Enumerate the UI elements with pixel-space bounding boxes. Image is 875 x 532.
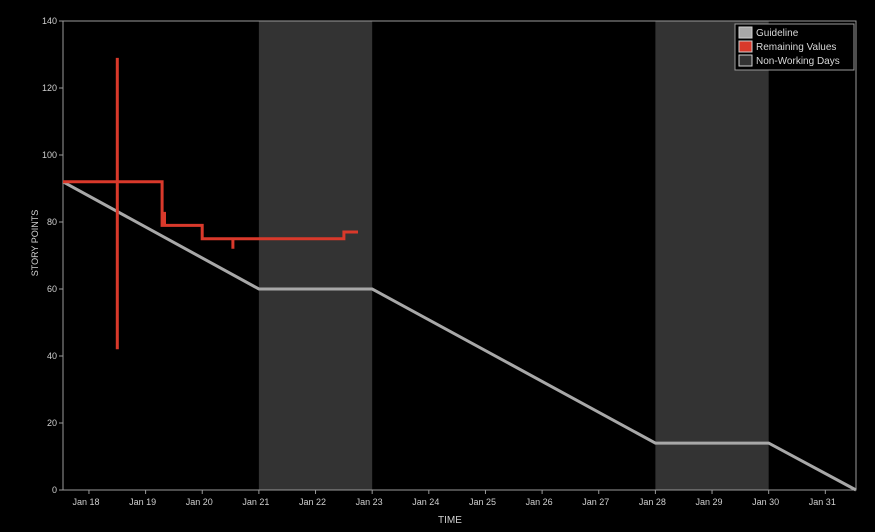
legend-label: Remaining Values xyxy=(756,42,836,53)
y-tick-label: 100 xyxy=(42,150,57,160)
legend-box xyxy=(734,23,855,71)
legend-swatch xyxy=(738,54,753,67)
x-tick-label: Jan 31 xyxy=(809,497,836,507)
x-axis-label: TIME xyxy=(438,515,462,526)
y-axis: 0 20 40 60 80 100 120 140 xyxy=(42,16,63,495)
legend-label: Guideline xyxy=(756,28,799,39)
x-tick-label: Jan 29 xyxy=(696,497,723,507)
x-tick-label: Jan 24 xyxy=(412,497,439,507)
legend: Guideline Remaining Values Non-Working Day… xyxy=(734,23,855,71)
x-tick-label: Jan 23 xyxy=(356,497,383,507)
legend-label: Non-Working Days xyxy=(756,56,840,67)
x-tick-label: Jan 28 xyxy=(639,497,666,507)
remaining-values-series-line xyxy=(63,57,358,350)
guideline-series-line xyxy=(62,180,857,492)
y-tick-label: 80 xyxy=(47,217,57,227)
x-tick-label: Jan 26 xyxy=(526,497,553,507)
legend-swatch xyxy=(738,26,753,39)
series-layer xyxy=(62,57,857,492)
x-tick-label: Jan 27 xyxy=(582,497,609,507)
plot-frame xyxy=(62,20,857,491)
y-axis-label: STORY POINTS xyxy=(30,210,40,277)
non-working-days-band xyxy=(655,21,769,490)
y-tick-label: 120 xyxy=(42,83,57,93)
non-working-days-band xyxy=(258,21,373,490)
x-tick-label: Jan 30 xyxy=(752,497,779,507)
y-tick-label: 20 xyxy=(47,418,57,428)
x-tick-label: Jan 21 xyxy=(242,497,269,507)
x-tick-label: Jan 22 xyxy=(299,497,326,507)
y-tick-label: 140 xyxy=(42,16,57,26)
x-axis: Jan 18 Jan 19 Jan 20 Jan 21 Jan 22 Jan 23 Jan … xyxy=(72,490,836,507)
y-tick-label: 0 xyxy=(52,485,57,495)
y-tick-label: 40 xyxy=(47,351,57,361)
y-tick-label: 60 xyxy=(47,284,57,294)
non-working-days-layer xyxy=(258,21,769,490)
x-tick-label: Jan 19 xyxy=(129,497,156,507)
x-tick-label: Jan 20 xyxy=(186,497,213,507)
x-tick-label: Jan 18 xyxy=(72,497,99,507)
x-tick-label: Jan 25 xyxy=(469,497,496,507)
legend-swatch xyxy=(738,40,753,53)
